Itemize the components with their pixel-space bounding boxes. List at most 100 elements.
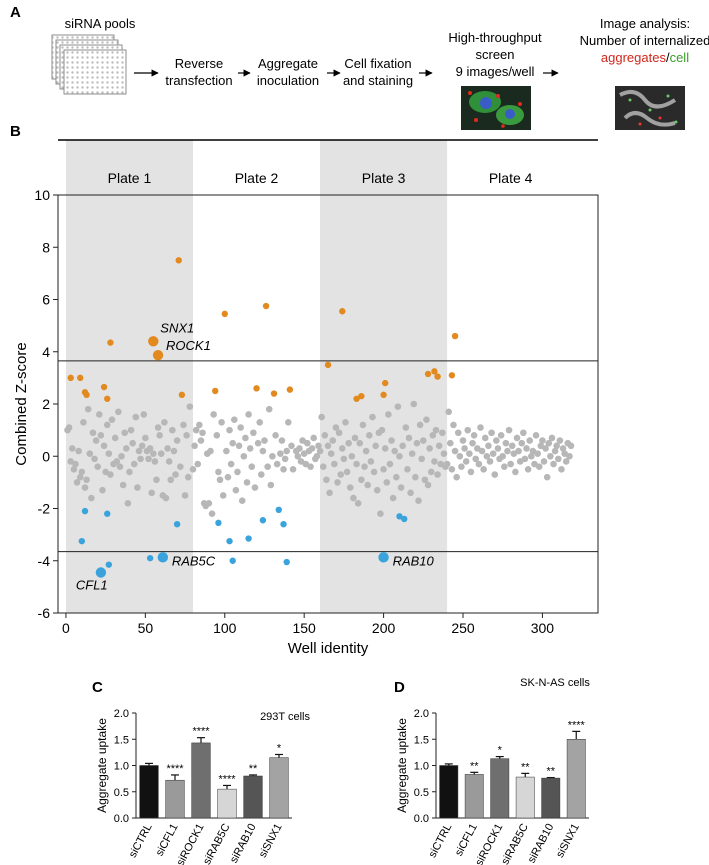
point [401, 515, 408, 523]
point [164, 445, 171, 452]
point [342, 418, 349, 426]
y-tick-label: 1.0 [414, 761, 429, 773]
y-tick-label: -6 [38, 605, 51, 621]
point [418, 455, 426, 463]
point [505, 426, 513, 434]
point [132, 413, 140, 421]
point [289, 466, 297, 473]
y-tick-label: 10 [34, 187, 50, 203]
point [381, 445, 389, 452]
significance-label: * [498, 745, 503, 757]
point [543, 473, 551, 481]
point [470, 432, 478, 439]
plate-label: Plate 3 [362, 170, 406, 186]
point [245, 535, 252, 542]
point [410, 400, 418, 408]
point [105, 450, 113, 457]
point [340, 455, 348, 463]
bar [191, 742, 211, 819]
point [373, 486, 381, 494]
point [173, 520, 181, 528]
point [181, 492, 189, 499]
point [378, 426, 386, 434]
y-tick-label: 4 [42, 344, 50, 360]
point [192, 426, 200, 434]
highlight-label: RAB5C [172, 553, 216, 568]
x-tick-label: 100 [213, 620, 237, 636]
point [497, 432, 505, 439]
annotation: SK-N-AS cells [520, 677, 590, 689]
point [242, 434, 249, 442]
point [173, 437, 181, 444]
point [81, 484, 89, 491]
point [358, 392, 365, 400]
point [283, 558, 290, 566]
point [283, 447, 291, 455]
point [385, 411, 392, 418]
point [238, 497, 246, 504]
point [105, 561, 113, 568]
point [466, 450, 473, 457]
highlight-point [378, 552, 389, 563]
point [81, 507, 89, 515]
x-tick-label: 250 [451, 620, 475, 636]
y-tick-label: 2.0 [414, 708, 429, 720]
y-tick-label: 0 [42, 448, 50, 464]
point [327, 450, 335, 457]
x-tick-label: 0 [62, 620, 70, 636]
point [262, 302, 270, 310]
point [307, 463, 314, 471]
point [189, 466, 197, 473]
point [199, 429, 206, 437]
point [100, 383, 108, 391]
point [275, 506, 282, 514]
point [567, 442, 575, 450]
point [331, 460, 338, 468]
point [429, 432, 437, 439]
point [226, 426, 233, 434]
panel-label: D [394, 679, 405, 696]
point [456, 452, 464, 460]
point [469, 439, 476, 447]
point [264, 463, 271, 471]
screen-image [461, 86, 531, 130]
point [208, 510, 216, 518]
step-text: Aggregate [258, 56, 318, 71]
point [399, 442, 406, 450]
point [339, 308, 346, 315]
point [434, 373, 441, 380]
point [135, 447, 143, 455]
x-tick-label: siCTRL [427, 822, 455, 860]
point [194, 460, 202, 468]
point [250, 429, 257, 437]
point [78, 537, 86, 545]
point [316, 447, 324, 455]
point [151, 458, 159, 465]
point [353, 395, 360, 402]
point [435, 442, 443, 450]
y-tick-label: 0.5 [114, 787, 129, 799]
point [83, 391, 90, 399]
point [562, 458, 570, 465]
bar [139, 765, 159, 819]
point [212, 387, 219, 395]
point [145, 455, 152, 463]
point [234, 468, 241, 476]
point [83, 476, 90, 484]
point [515, 447, 522, 455]
point [248, 463, 256, 471]
point [443, 460, 451, 468]
x-tick-label: 50 [138, 620, 154, 636]
point [397, 484, 405, 491]
point [337, 471, 345, 478]
point [458, 463, 465, 471]
significance-label: ** [470, 760, 479, 772]
point [156, 432, 163, 439]
point [348, 452, 356, 460]
point [224, 473, 232, 481]
point [434, 471, 441, 478]
cell-word: cell [670, 50, 690, 65]
point [504, 447, 511, 455]
point [95, 411, 103, 418]
